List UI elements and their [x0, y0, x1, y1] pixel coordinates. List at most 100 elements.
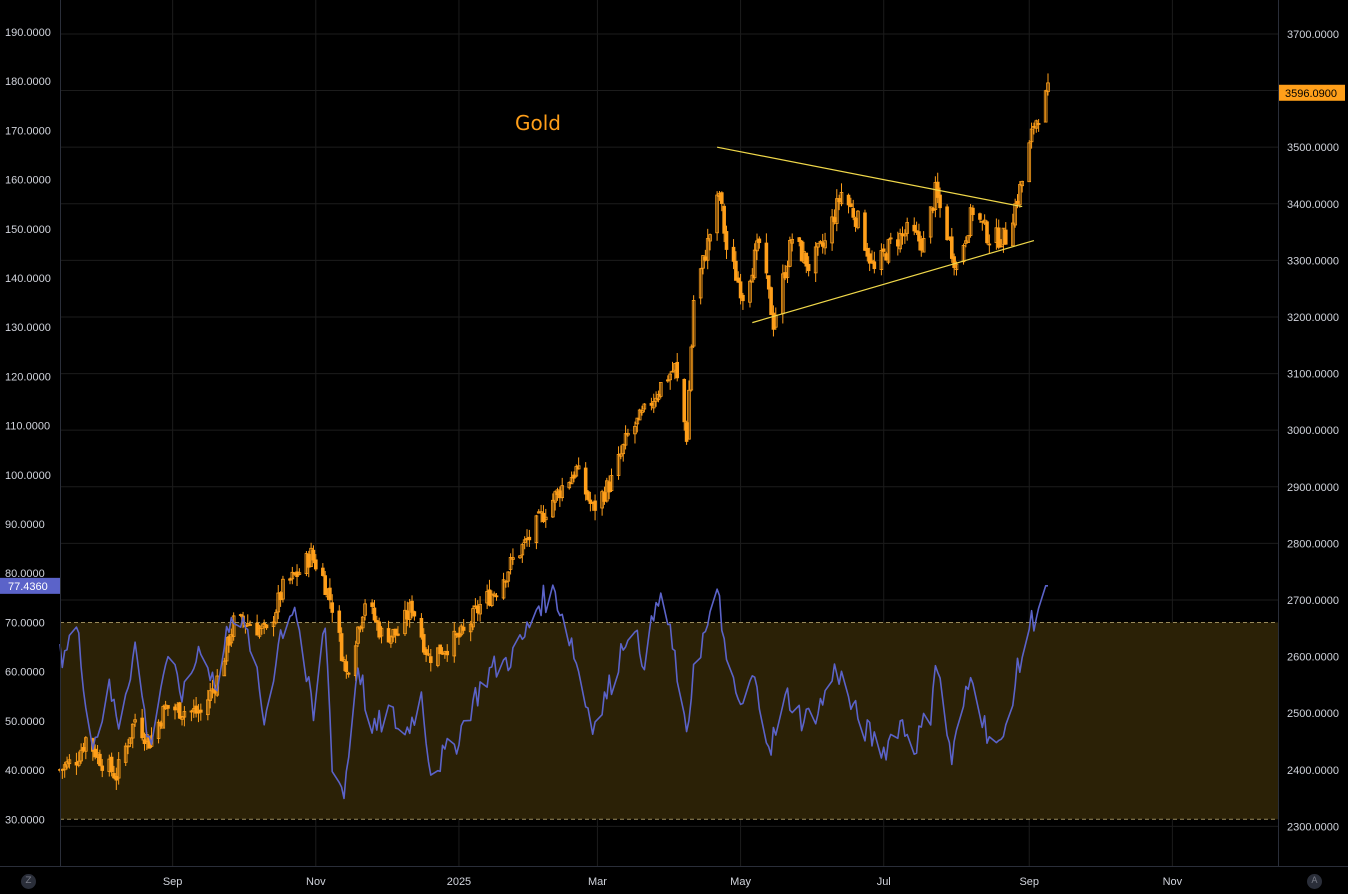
right-tick-label: 3000.0000 — [1287, 425, 1339, 437]
candle-body — [813, 246, 818, 274]
candle-body — [586, 491, 590, 500]
candle-body — [921, 238, 926, 253]
candle-body — [492, 593, 496, 596]
candle-body — [194, 705, 198, 714]
left-tick-label: 160.0000 — [5, 175, 51, 187]
candle-body — [790, 238, 795, 244]
left-tick-label: 170.0000 — [5, 125, 51, 137]
candle-body — [522, 539, 527, 543]
candle-body — [748, 280, 752, 303]
left-tick-label: 140.0000 — [5, 273, 51, 285]
trendline-upper — [716, 146, 1023, 208]
auto-scale-button-left[interactable]: Z — [21, 874, 36, 889]
candle-body — [1018, 184, 1022, 206]
candle-body — [112, 773, 116, 779]
candle-body — [389, 635, 393, 644]
candle-body — [736, 277, 741, 283]
right-tick-label: 2800.0000 — [1287, 538, 1339, 550]
candle-body — [771, 312, 776, 330]
candle-body — [199, 709, 203, 713]
left-tick-label: 30.0000 — [5, 814, 45, 826]
candle-body — [405, 610, 410, 620]
candle-body — [74, 761, 79, 766]
right-tick-label: 2300.0000 — [1287, 821, 1339, 833]
candle-body — [804, 252, 809, 267]
candle-body — [346, 672, 351, 675]
candle-body — [881, 248, 886, 252]
candle-body — [609, 475, 614, 492]
candle-body — [281, 578, 285, 600]
candle-body — [952, 256, 956, 268]
candle-body — [288, 578, 292, 581]
candle-body — [424, 649, 428, 655]
candle-body — [715, 194, 719, 234]
right-tick-label: 3300.0000 — [1287, 255, 1339, 267]
auto-scale-button-right[interactable]: A — [1307, 874, 1322, 889]
candle-body — [224, 637, 229, 662]
candle-body — [276, 592, 281, 613]
candle-body — [229, 634, 234, 644]
rsi-band — [60, 621, 1278, 820]
candle-body — [412, 611, 417, 617]
candle-body — [520, 544, 525, 556]
left-tick-label: 60.0000 — [5, 667, 45, 679]
candle-body — [1013, 203, 1017, 226]
candle-body — [684, 422, 689, 442]
x-tick-label: Sep — [1019, 876, 1039, 888]
candle-body — [722, 205, 726, 234]
candle-body — [912, 224, 917, 232]
candle-body — [426, 653, 431, 656]
candle-body — [675, 361, 680, 379]
candle-body — [856, 210, 860, 229]
candle-body — [475, 605, 480, 614]
candle-body — [619, 453, 623, 457]
candle-body — [231, 615, 236, 637]
left-tick-label: 190.0000 — [5, 27, 51, 39]
candle-body — [536, 511, 541, 514]
candle-body — [511, 557, 515, 560]
candle-body — [816, 242, 820, 248]
candle-body — [1003, 229, 1008, 245]
candle-body — [79, 749, 83, 762]
candle-body — [670, 370, 675, 373]
right-tick-label: 2500.0000 — [1287, 708, 1339, 720]
right-tick-label: 2900.0000 — [1287, 482, 1339, 494]
candle-body — [985, 221, 989, 244]
candle-body — [623, 433, 628, 446]
candle-body — [337, 610, 342, 633]
candle-body — [140, 717, 144, 739]
candle-body — [839, 192, 844, 205]
candle-body — [67, 759, 72, 765]
candle-body — [1015, 200, 1020, 205]
candle-body — [518, 555, 522, 559]
candle-body — [996, 227, 1001, 248]
candle-body — [323, 575, 327, 595]
candle-body — [769, 287, 773, 315]
candle-body — [370, 602, 374, 607]
candle-body — [377, 621, 381, 638]
candle-body — [621, 444, 626, 455]
candle-body — [290, 571, 295, 580]
candle-body — [177, 702, 182, 719]
candle-body — [330, 602, 335, 613]
candle-body — [658, 382, 663, 397]
candle-body — [797, 237, 802, 242]
candle-body — [720, 192, 724, 204]
candle-body — [506, 571, 511, 582]
candle-body — [543, 516, 548, 521]
candle-body — [478, 603, 482, 615]
candle-body — [271, 621, 276, 627]
candle-body — [558, 490, 562, 499]
candle-body — [156, 721, 161, 739]
candle-body — [356, 626, 360, 644]
x-tick-label: Nov — [1163, 876, 1183, 888]
candle-body — [248, 624, 252, 626]
candle-body — [820, 242, 825, 247]
candle-body — [602, 492, 607, 502]
candle-body — [698, 268, 703, 299]
candle-body — [264, 624, 269, 629]
candle-body — [403, 609, 407, 635]
candle-body — [379, 627, 384, 637]
candle-body — [583, 467, 588, 495]
